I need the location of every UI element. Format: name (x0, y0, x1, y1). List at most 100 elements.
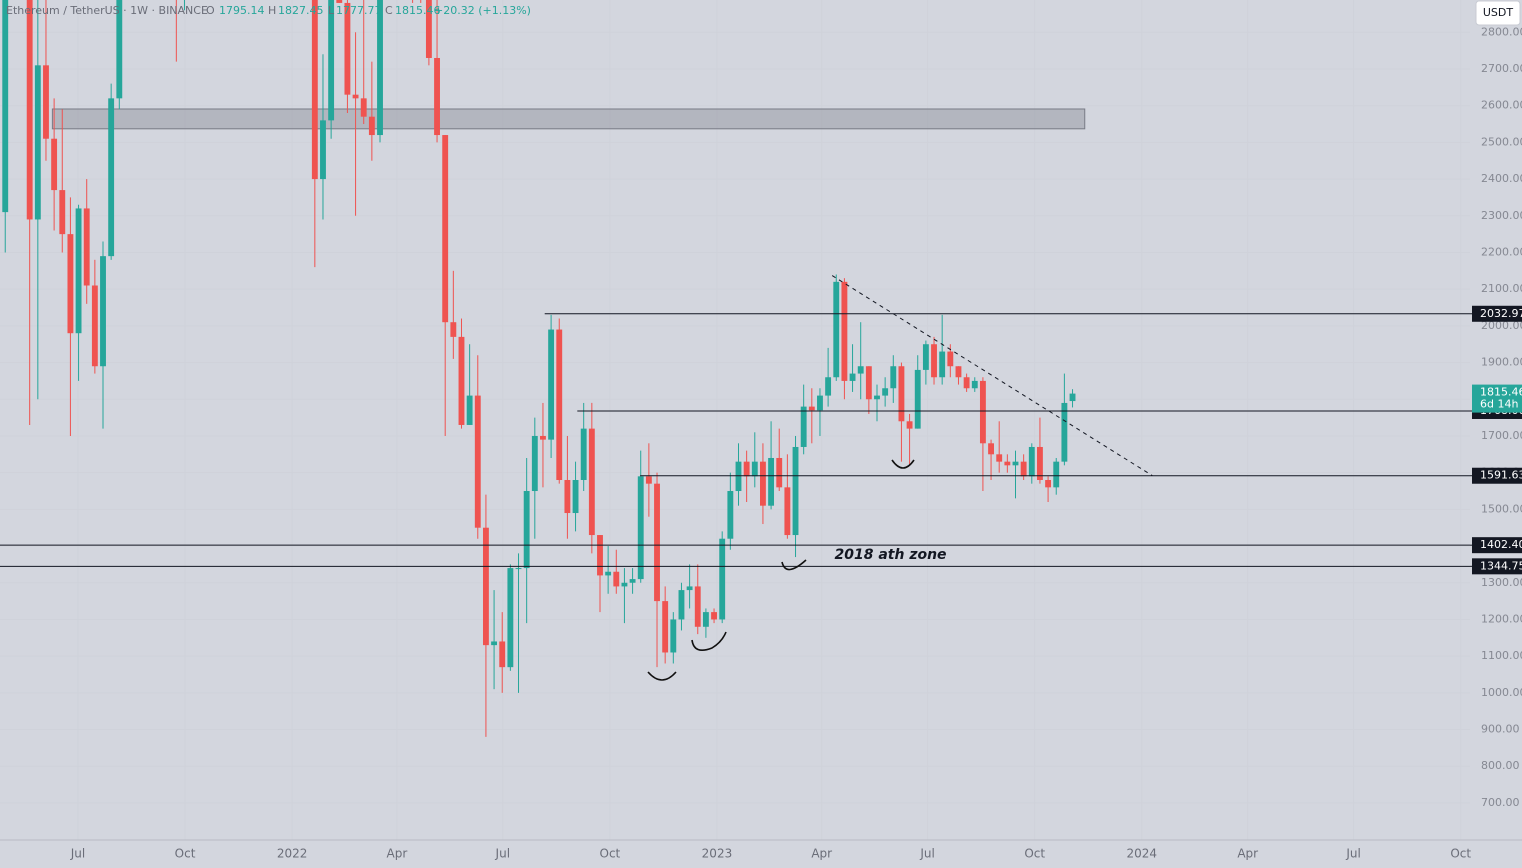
drawings: 2018 ath zone (647, 459, 947, 681)
candle-body (597, 535, 603, 576)
candle-body (311, 0, 318, 180)
price-tag (1472, 467, 1522, 484)
candle-body (1004, 461, 1011, 466)
candle-body (482, 527, 489, 646)
l-label: L (328, 4, 335, 17)
x-tick-label: 2022 (277, 847, 308, 861)
x-tick-label: Oct (1024, 847, 1045, 861)
candle-body (434, 57, 440, 136)
axes: 700.00 800.00 900.00 1000.00 1100.00 1200.00 1… (70, 25, 1522, 861)
candle-body (83, 208, 90, 286)
candle-body (91, 285, 98, 367)
candle-body (849, 373, 856, 381)
y-tick-label: 2800.00 (1481, 25, 1522, 38)
price-tag (1472, 558, 1522, 575)
candle-body (108, 98, 115, 257)
x-tick-label: Jul (70, 847, 85, 861)
candle-body (694, 586, 701, 627)
candle-body (955, 366, 962, 378)
candle-body (882, 388, 889, 396)
candle-body (523, 491, 530, 569)
candle-body (939, 351, 946, 378)
y-tick-label: 2400.00 (1481, 172, 1522, 185)
hand-drawn-arc (691, 631, 727, 651)
candle-body (735, 461, 742, 492)
candle-body (662, 601, 669, 653)
y-tick-label: 2600.00 (1481, 99, 1522, 112)
price-tag-label: 2032.97 (1480, 307, 1522, 320)
candle-body (1061, 402, 1068, 462)
grid (0, 0, 1470, 840)
candle-body (491, 641, 498, 646)
x-tick-label: Apr (811, 847, 832, 861)
candle-body (727, 491, 734, 539)
button-bg[interactable] (1475, 0, 1521, 26)
y-tick-label: 2500.00 (1481, 135, 1522, 148)
candle-body (654, 483, 660, 602)
candle-body (613, 571, 620, 587)
y-tick-label: 1100.00 (1481, 649, 1522, 662)
button-label[interactable]: USDT (1483, 6, 1514, 19)
x-tick-label: Apr (1237, 847, 1258, 861)
c-label: C (385, 4, 393, 17)
y-tick-label: 700.00 (1481, 796, 1520, 809)
candle-body (963, 377, 970, 389)
countdown: 6d 14h (1480, 398, 1518, 411)
candle-body (817, 395, 823, 411)
candle-body (442, 135, 449, 323)
candle-body (906, 421, 913, 429)
candle-body (344, 2, 351, 95)
candle-body (1012, 461, 1019, 466)
candle-body (26, 0, 33, 220)
candle-body (320, 120, 326, 180)
candle-body (776, 457, 783, 488)
y-tick-label: 900.00 (1481, 723, 1520, 736)
candle-body (825, 377, 832, 396)
candle-body (580, 428, 587, 480)
candle-body (564, 480, 571, 514)
candle-body (51, 138, 58, 191)
candle-body (450, 322, 457, 337)
candle-body (922, 344, 929, 370)
plot-area (0, 0, 1470, 737)
y-tick-label: 2700.00 (1481, 62, 1522, 75)
candle-body (507, 568, 514, 668)
y-tick-label: 2000.00 (1481, 319, 1522, 332)
candle-body (572, 480, 579, 514)
annotation: 2018 ath zone (835, 547, 947, 563)
x-tick-label: 2024 (1127, 847, 1158, 861)
y-tick-label: 1300.00 (1481, 576, 1522, 589)
hand-drawn-arc (647, 671, 677, 681)
candle-body (352, 94, 359, 99)
candle-body (792, 446, 799, 536)
candle-body (1037, 446, 1043, 480)
x-tick-label: Jul (495, 847, 510, 861)
candle-body (67, 234, 74, 334)
currency-button[interactable]: USDT (1475, 0, 1521, 26)
candle-body (865, 366, 872, 400)
candle-body (1020, 461, 1027, 477)
x-tick-label: 2023 (702, 847, 733, 861)
candle-body (890, 366, 897, 389)
candle-body (368, 116, 375, 136)
candle-body (914, 369, 921, 429)
candle-body (988, 443, 994, 455)
candle-body (116, 0, 123, 99)
x-tick-label: Jul (919, 847, 934, 861)
candle-body (931, 344, 937, 378)
candle-body (425, 0, 432, 58)
candle-body (996, 454, 1003, 462)
candle-body (702, 612, 709, 627)
candle-body (556, 329, 563, 480)
hand-drawn-arc (891, 459, 915, 469)
candle-body (678, 590, 685, 620)
open-value: 1795.14 (219, 4, 265, 17)
supply-zone (51, 108, 1086, 130)
price-tag (1472, 537, 1522, 554)
candle-body (768, 457, 775, 506)
candle-body (1069, 393, 1076, 402)
price-tag-label: 1344.75 (1480, 559, 1522, 572)
price-tag-label: 1591.63 (1480, 469, 1522, 482)
candle-body (548, 329, 555, 440)
